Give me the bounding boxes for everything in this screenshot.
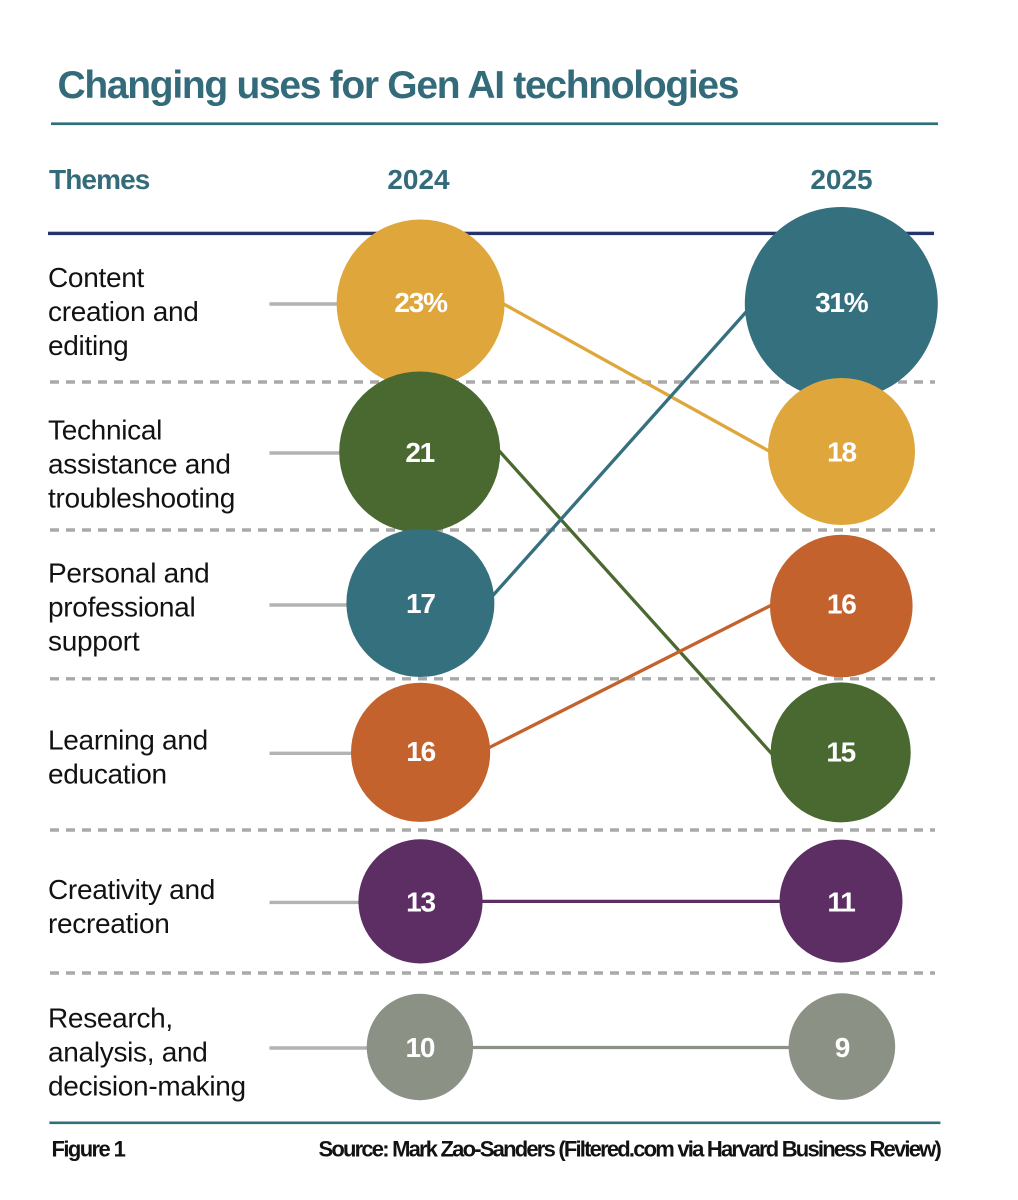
svg-text:13: 13 [406, 887, 435, 918]
svg-text:23%: 23% [394, 287, 448, 318]
svg-text:31%: 31% [815, 287, 869, 318]
svg-text:15: 15 [826, 736, 855, 767]
svg-text:troubleshooting: troubleshooting [48, 483, 235, 514]
svg-text:education: education [48, 759, 167, 790]
svg-text:2024: 2024 [387, 164, 450, 195]
svg-text:21: 21 [405, 437, 434, 468]
svg-text:11: 11 [827, 886, 855, 917]
svg-text:decision-making: decision-making [48, 1071, 246, 1102]
svg-text:9: 9 [835, 1032, 850, 1063]
svg-text:Research,: Research, [48, 1003, 173, 1034]
svg-text:16: 16 [827, 588, 856, 619]
svg-text:17: 17 [406, 588, 435, 619]
svg-text:analysis, and: analysis, and [48, 1037, 208, 1068]
svg-text:Technical: Technical [48, 415, 162, 446]
svg-text:Source: Mark Zao-Sanders (Filt: Source: Mark Zao-Sanders (Filtered.com v… [318, 1137, 941, 1162]
svg-text:creation and: creation and [48, 296, 199, 327]
svg-text:Changing uses for Gen AI techn: Changing uses for Gen AI technologies [58, 64, 739, 107]
svg-text:assistance and: assistance and [48, 449, 231, 480]
svg-text:recreation: recreation [48, 908, 170, 939]
svg-text:Creativity and: Creativity and [48, 874, 215, 905]
svg-text:Figure 1: Figure 1 [52, 1137, 126, 1162]
svg-text:Themes: Themes [49, 164, 150, 195]
svg-text:professional: professional [48, 592, 195, 623]
svg-text:Personal and: Personal and [48, 558, 209, 589]
svg-text:support: support [48, 626, 140, 657]
svg-text:16: 16 [406, 736, 435, 767]
svg-text:Learning and: Learning and [48, 725, 208, 756]
svg-text:18: 18 [827, 437, 856, 468]
svg-text:2025: 2025 [810, 164, 872, 195]
svg-text:Content: Content [48, 262, 144, 293]
svg-text:10: 10 [406, 1032, 435, 1063]
svg-text:editing: editing [48, 330, 128, 361]
